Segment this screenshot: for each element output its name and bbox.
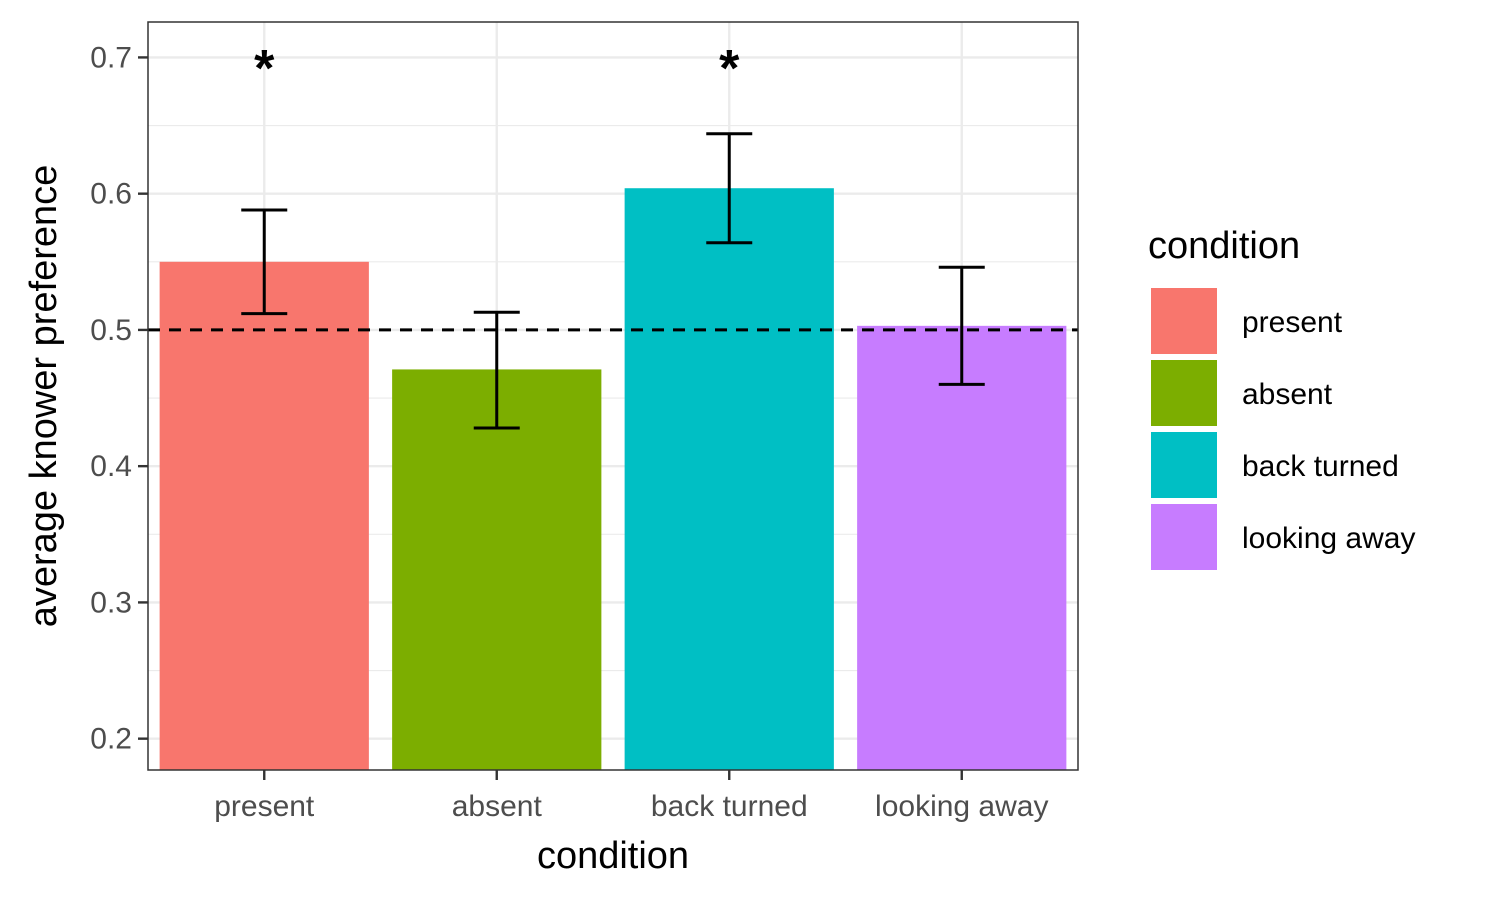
legend-label: looking away [1242, 522, 1415, 555]
legend-label: back turned [1242, 450, 1399, 483]
bar-back-turned [624, 188, 834, 770]
panel-border [147, 21, 1079, 771]
legend-title: condition [1148, 225, 1300, 267]
significance-asterisk: * [254, 40, 275, 98]
x-tick-label: back turned [651, 790, 808, 823]
x-axis-title: condition [537, 835, 689, 877]
legend-item: looking away [1151, 504, 1415, 570]
legend-swatch [1151, 432, 1217, 498]
error-bar [241, 208, 288, 316]
legend-item: absent [1151, 360, 1333, 426]
bars [159, 188, 1067, 770]
error-bar [706, 132, 753, 245]
legend-swatch [1151, 288, 1217, 354]
legend-swatch [1151, 504, 1217, 570]
y-tick-label: 0.6 [90, 178, 132, 211]
y-tick-label: 0.2 [90, 723, 132, 756]
error-bar [938, 265, 985, 386]
bar-present [159, 261, 369, 770]
error-bars [241, 132, 985, 430]
legend-label: present [1242, 306, 1343, 339]
legend-item: back turned [1151, 432, 1399, 498]
y-tick-label: 0.5 [90, 314, 132, 347]
y-tick-label: 0.4 [90, 450, 132, 483]
legend-swatch [1151, 360, 1217, 426]
y-tick-label: 0.7 [90, 41, 132, 74]
y-tick-label: 0.3 [90, 586, 132, 619]
legend-item: present [1151, 288, 1343, 354]
bar-looking-away [857, 325, 1067, 770]
error-bar [473, 310, 520, 430]
significance-markers: * * [254, 40, 740, 98]
x-tick-label: present [214, 790, 315, 823]
legend-label: absent [1242, 378, 1333, 411]
x-tick-label: looking away [875, 790, 1048, 823]
x-tick-label: absent [452, 790, 543, 823]
legend: present absent back turned looking away [1151, 288, 1415, 570]
significance-asterisk: * [719, 40, 740, 98]
axes: 0.2 0.3 0.4 0.5 0.6 0.7 present absent back turn… [90, 41, 1048, 823]
bar-absent [392, 369, 602, 770]
y-axis-title: average knower preference [23, 165, 65, 628]
